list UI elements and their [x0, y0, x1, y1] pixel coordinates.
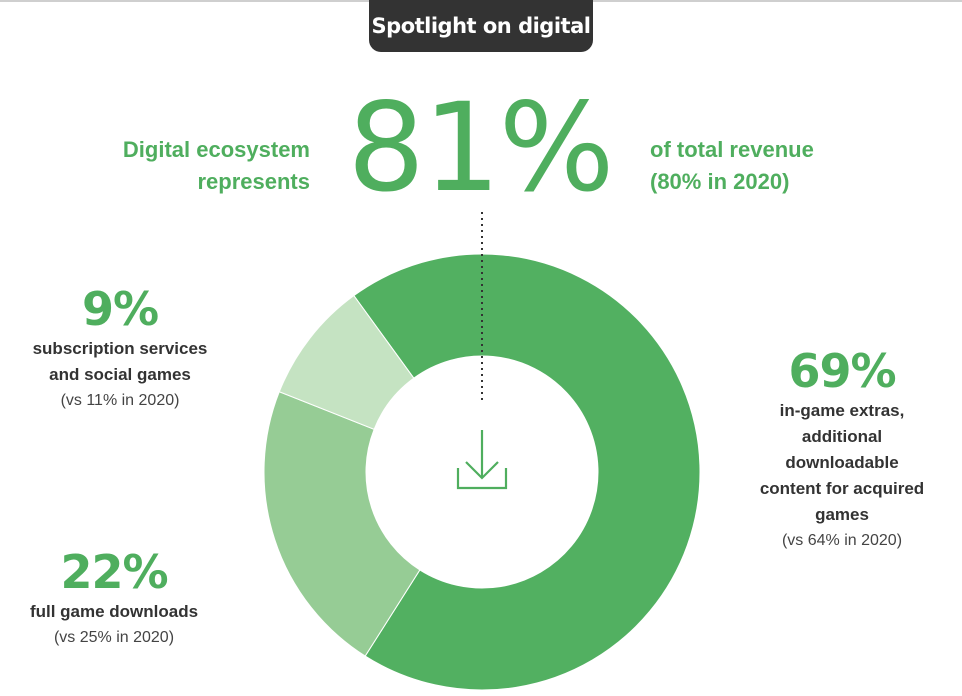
label-subscription-line2: and social games — [49, 365, 191, 384]
headline-right-line2: (80% in 2020) — [650, 169, 790, 194]
label-in-game-pct: 69% — [788, 344, 896, 398]
label-in-game-line2: additional — [801, 427, 883, 446]
label-subscription: 9% subscription services and social game… — [20, 282, 220, 414]
label-subscription-cmp: (vs 11% in 2020) — [60, 392, 180, 409]
section-tab: Spotlight on digital — [369, 0, 593, 52]
label-full-downloads-cmp: (vs 25% in 2020) — [53, 629, 175, 646]
label-full-downloads-pct: 22% — [60, 545, 168, 599]
slice-in-game — [353, 253, 701, 691]
download-icon — [456, 430, 508, 490]
headline-left-line2: represents — [197, 169, 310, 194]
headline-left-line1: Digital ecosystem — [122, 137, 310, 162]
slice-full-downloads — [263, 391, 421, 657]
slice-subscription — [278, 294, 415, 430]
headline-big-value: 81% — [347, 77, 614, 219]
headline-right-line1: of total revenue — [650, 137, 814, 162]
headline-lead-right: of total revenue (80% in 2020) — [650, 134, 814, 198]
label-subscription-pct: 9% — [81, 282, 159, 336]
label-full-downloads: 22% full game downloads (vs 25% in 2020) — [10, 545, 218, 651]
headline-lead-left: Digital ecosystem represents — [123, 134, 310, 198]
label-in-game-line1: in-game extras, — [779, 401, 905, 420]
label-in-game-line3: downloadable — [785, 453, 899, 472]
label-in-game-cmp: (vs 64% in 2020) — [781, 532, 903, 549]
label-in-game-line5: games — [815, 505, 869, 524]
label-in-game-line4: content for acquired — [759, 479, 925, 498]
label-in-game: 69% in-game extras, additional downloada… — [742, 344, 942, 554]
label-subscription-line1: subscription services — [32, 339, 208, 358]
label-full-downloads-line1: full game downloads — [29, 602, 199, 621]
